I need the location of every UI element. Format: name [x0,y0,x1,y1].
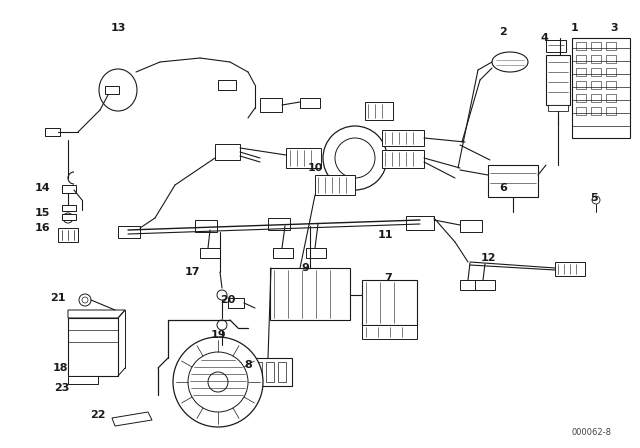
Bar [273,248,293,258]
Bar [576,81,586,89]
Bar [548,105,568,111]
Bar [546,55,570,105]
Bar [278,362,286,382]
Circle shape [79,294,91,306]
Bar [591,55,601,63]
Text: 6: 6 [499,183,507,193]
Circle shape [65,215,70,220]
Text: 16: 16 [34,223,50,233]
Bar [286,148,321,168]
Bar [362,325,417,339]
Text: 7: 7 [384,273,392,283]
Circle shape [173,337,263,427]
Text: 13: 13 [110,23,125,33]
Circle shape [217,290,227,300]
Bar [406,216,434,230]
Circle shape [592,196,600,204]
Text: 5: 5 [590,193,598,203]
Circle shape [82,297,88,303]
Text: 11: 11 [377,230,393,240]
Bar [365,102,393,120]
Bar [195,220,217,232]
Text: 10: 10 [307,163,323,173]
Bar [215,345,231,355]
Bar [591,81,601,89]
Bar [215,144,240,160]
Bar [576,94,586,102]
Polygon shape [68,310,125,318]
Bar [606,68,616,76]
Bar [62,185,76,193]
Text: 4: 4 [540,33,548,43]
Bar [250,358,292,386]
Text: 2: 2 [499,27,507,37]
Bar [270,268,350,320]
Bar [606,42,616,50]
Bar [591,94,601,102]
Bar [218,80,236,90]
Bar [62,205,76,211]
Bar [266,362,274,382]
Bar [58,228,78,242]
Bar [382,150,424,168]
Text: 9: 9 [301,263,309,273]
Text: 23: 23 [54,383,70,393]
Text: 18: 18 [52,363,68,373]
Circle shape [188,352,248,412]
Text: 14: 14 [34,183,50,193]
Bar [546,40,566,52]
Bar [105,86,119,94]
Bar [460,280,480,290]
Text: 15: 15 [35,208,50,218]
Bar [200,248,220,258]
Bar [268,218,290,230]
Bar [382,130,424,146]
Bar [576,107,586,115]
Text: 8: 8 [244,360,252,370]
Bar [606,94,616,102]
Bar [576,55,586,63]
Text: 12: 12 [480,253,496,263]
Bar [362,280,417,325]
Bar [62,214,76,220]
Circle shape [217,320,227,330]
Bar [606,107,616,115]
Bar [591,107,601,115]
Text: 20: 20 [220,295,236,305]
Bar [118,226,140,238]
Bar [68,318,118,376]
Bar [572,38,630,138]
Circle shape [208,372,228,392]
Bar [260,98,282,112]
Bar [68,376,98,384]
Bar [228,298,244,308]
Bar [45,128,60,136]
Bar [555,262,585,276]
Bar [606,81,616,89]
Bar [576,68,586,76]
Circle shape [323,126,387,190]
Text: 19: 19 [210,330,226,340]
Circle shape [63,213,73,223]
Bar [591,68,601,76]
Bar [475,280,495,290]
Bar [488,165,538,197]
Text: 21: 21 [51,293,66,303]
Text: 22: 22 [90,410,106,420]
Text: 3: 3 [610,23,618,33]
Bar [591,42,601,50]
Bar [300,98,320,108]
Polygon shape [112,412,152,426]
Text: 000062-8: 000062-8 [572,427,612,436]
Bar [576,42,586,50]
Circle shape [335,138,375,178]
Bar [606,55,616,63]
Bar [315,175,355,195]
Bar [460,220,482,232]
Text: 17: 17 [184,267,200,277]
Text: 1: 1 [571,23,579,33]
Bar [254,362,262,382]
Bar [306,248,326,258]
